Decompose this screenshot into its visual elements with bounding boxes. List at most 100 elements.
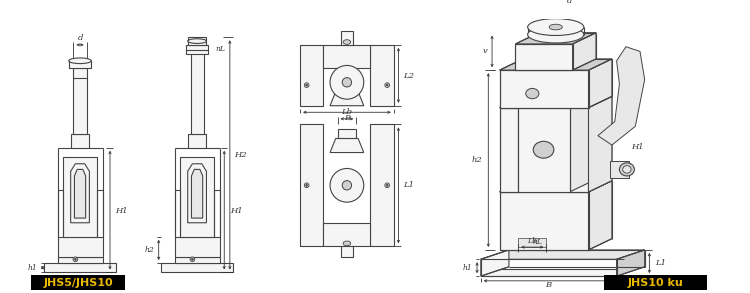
Polygon shape: [330, 139, 364, 153]
Ellipse shape: [385, 83, 389, 87]
Bar: [604, 275, 707, 290]
Bar: [32, 275, 125, 290]
Ellipse shape: [306, 84, 308, 86]
Text: JHS5/JHS10: JHS5/JHS10: [44, 278, 113, 288]
Bar: [63, 157, 97, 237]
Polygon shape: [191, 169, 202, 218]
Polygon shape: [188, 164, 206, 223]
Ellipse shape: [385, 183, 389, 188]
Polygon shape: [500, 59, 612, 70]
Bar: [70, 134, 89, 148]
Ellipse shape: [330, 168, 364, 202]
Bar: [370, 45, 394, 106]
Text: Lb: Lb: [527, 238, 537, 246]
Text: v: v: [482, 47, 488, 55]
Text: nL: nL: [532, 239, 542, 246]
Polygon shape: [481, 250, 645, 259]
Ellipse shape: [620, 163, 634, 176]
Bar: [180, 157, 214, 237]
Text: B: B: [344, 114, 350, 122]
Polygon shape: [481, 250, 509, 276]
Text: H1: H1: [115, 207, 128, 214]
Polygon shape: [589, 59, 612, 108]
Bar: [518, 238, 546, 247]
Ellipse shape: [386, 184, 388, 186]
Text: h1: h1: [27, 264, 37, 272]
Polygon shape: [572, 33, 596, 70]
Ellipse shape: [386, 84, 388, 86]
Bar: [161, 263, 232, 272]
Polygon shape: [481, 269, 616, 276]
Ellipse shape: [344, 40, 351, 44]
Bar: [58, 237, 103, 258]
Bar: [500, 108, 518, 192]
Text: JHS10 ku: JHS10 ku: [628, 278, 684, 288]
Text: H2: H2: [235, 151, 248, 159]
Text: L2: L2: [403, 72, 414, 80]
Polygon shape: [74, 169, 86, 218]
Ellipse shape: [549, 24, 562, 30]
Ellipse shape: [73, 257, 78, 262]
Ellipse shape: [330, 65, 364, 99]
Bar: [175, 258, 220, 263]
Bar: [188, 134, 206, 148]
Polygon shape: [598, 47, 645, 145]
Bar: [190, 50, 204, 134]
Ellipse shape: [306, 184, 308, 186]
Bar: [341, 31, 352, 45]
Bar: [370, 125, 394, 246]
Ellipse shape: [69, 58, 92, 64]
Bar: [300, 45, 323, 106]
Ellipse shape: [342, 180, 352, 190]
Bar: [188, 38, 206, 45]
Text: nL: nL: [216, 45, 226, 53]
Bar: [300, 125, 323, 246]
Bar: [323, 223, 370, 246]
Ellipse shape: [528, 26, 584, 43]
Ellipse shape: [304, 83, 309, 87]
Bar: [500, 192, 589, 250]
Text: L1: L1: [655, 259, 666, 267]
Text: Lb: Lb: [341, 108, 352, 116]
Polygon shape: [616, 250, 645, 276]
Ellipse shape: [342, 78, 352, 87]
Bar: [341, 246, 352, 258]
Ellipse shape: [190, 257, 195, 262]
Bar: [186, 45, 209, 54]
Bar: [323, 45, 370, 68]
Bar: [58, 258, 103, 263]
Text: B: B: [545, 281, 551, 289]
Text: h2: h2: [144, 246, 154, 254]
Bar: [69, 61, 92, 68]
Bar: [515, 44, 572, 70]
Ellipse shape: [528, 19, 584, 35]
Polygon shape: [570, 96, 593, 192]
Bar: [338, 129, 356, 139]
Ellipse shape: [74, 258, 76, 260]
Ellipse shape: [188, 39, 206, 43]
Text: h2: h2: [472, 156, 483, 164]
Polygon shape: [330, 92, 364, 106]
Bar: [518, 108, 570, 192]
Bar: [570, 108, 589, 192]
Polygon shape: [589, 96, 612, 192]
Text: H1: H1: [631, 143, 644, 151]
Bar: [610, 161, 628, 178]
Polygon shape: [515, 33, 596, 44]
Bar: [175, 237, 220, 258]
Polygon shape: [589, 96, 612, 192]
Ellipse shape: [344, 241, 351, 246]
Text: H1: H1: [230, 207, 242, 214]
Text: h1: h1: [463, 264, 472, 272]
Bar: [500, 70, 589, 108]
Polygon shape: [70, 164, 89, 223]
Ellipse shape: [622, 166, 631, 173]
Ellipse shape: [191, 258, 194, 260]
Bar: [44, 263, 116, 272]
Polygon shape: [589, 180, 612, 250]
Ellipse shape: [533, 141, 554, 158]
Ellipse shape: [526, 88, 538, 99]
Polygon shape: [500, 180, 612, 192]
Bar: [74, 68, 86, 134]
Text: L1: L1: [403, 181, 414, 189]
